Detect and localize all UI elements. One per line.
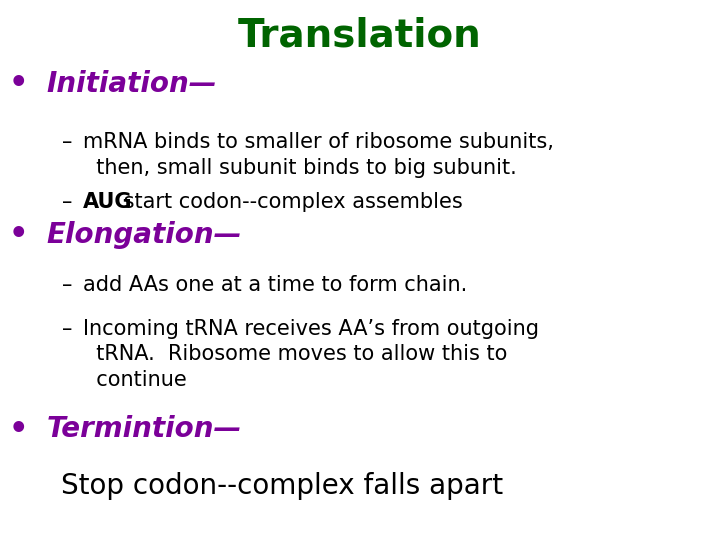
Text: •: • (8, 220, 28, 249)
Text: Incoming tRNA receives AA’s from outgoing
  tRNA.  Ribosome moves to allow this : Incoming tRNA receives AA’s from outgoin… (83, 319, 539, 390)
Text: –: – (62, 275, 72, 295)
Text: Translation: Translation (238, 16, 482, 54)
Text: –: – (62, 319, 72, 339)
Text: mRNA binds to smaller of ribosome subunits,
  then, small subunit binds to big s: mRNA binds to smaller of ribosome subuni… (83, 132, 554, 178)
Text: •: • (8, 69, 28, 98)
Text: add AAs one at a time to form chain.: add AAs one at a time to form chain. (83, 275, 467, 295)
Text: –: – (62, 132, 72, 152)
Text: •: • (8, 415, 28, 444)
Text: AUG: AUG (83, 192, 132, 212)
Text: start codon--complex assembles: start codon--complex assembles (117, 192, 463, 212)
Text: Stop codon--complex falls apart: Stop codon--complex falls apart (61, 472, 503, 501)
Text: –: – (62, 192, 72, 212)
Text: Initiation—: Initiation— (47, 70, 217, 98)
Text: Termintion—: Termintion— (47, 415, 242, 443)
Text: Elongation—: Elongation— (47, 221, 242, 249)
